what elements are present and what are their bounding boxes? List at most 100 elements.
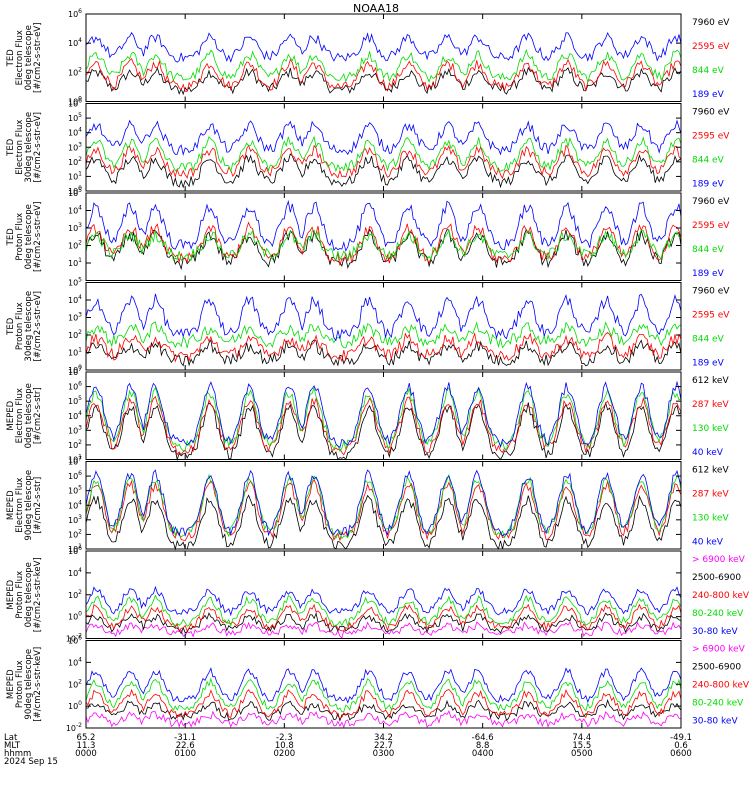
y-tick-label: 104 <box>68 499 82 510</box>
y-tick-label: 102 <box>68 589 82 600</box>
legend-entry: 130 keV <box>692 514 729 524</box>
x-tick-mlt: 22.7 <box>374 741 393 751</box>
series-line-80-240-kev <box>85 594 682 628</box>
x-tick-mlt: 15.5 <box>572 741 591 751</box>
x-tick-hhmm: 0100 <box>174 749 196 759</box>
y-axis-label: 0deg telescope <box>24 383 34 448</box>
x-tick-mlt: 11.3 <box>77 741 96 751</box>
series-line-287-kev <box>85 478 682 542</box>
y-tick-label: 100 <box>68 185 82 196</box>
legend-entry: 30-80 keV <box>692 627 738 637</box>
series-line-7960-ev <box>85 66 682 96</box>
y-tick-exponent: 6 <box>78 381 82 388</box>
series-line-287-kev <box>85 396 682 456</box>
x-tick-hhmm: 0500 <box>571 749 593 759</box>
series-line-2595-ev <box>85 58 682 92</box>
y-tick-exponent: 2 <box>78 329 82 336</box>
y-axis-label: [#/cm2-s-str-eV] <box>33 291 43 361</box>
legend-entry: > 6900 keV <box>692 645 746 655</box>
y-tick-exponent: 1 <box>78 454 82 461</box>
y-tick-exponent: 2 <box>78 156 82 163</box>
y-tick-label: 106 <box>68 470 82 481</box>
x-tick-lat: 74.4 <box>572 733 591 743</box>
y-tick-exponent: 2 <box>78 439 82 446</box>
y-tick-exponent: 4 <box>78 567 82 574</box>
y-tick-label: 105 <box>68 485 82 496</box>
y-tick-exponent: 4 <box>78 499 82 506</box>
y-tick-exponent: 2 <box>78 678 82 685</box>
y-axis-label: [#/cm2-s-str-eV] <box>33 202 43 272</box>
y-tick-label: 103 <box>68 514 82 525</box>
y-tick-exponent: 3 <box>78 514 82 521</box>
series-line-189-ev <box>85 199 682 252</box>
x-row-label: 2024 Sep 15 <box>4 757 58 767</box>
y-tick-label: 102 <box>68 240 82 251</box>
y-tick-exponent: 3 <box>78 141 82 148</box>
y-tick-label: 105 <box>68 112 82 123</box>
y-axis-label: Electron Flux <box>15 120 25 175</box>
y-axis-label: TED <box>6 49 16 68</box>
legend-entry: 80-240 keV <box>692 699 744 709</box>
series-line-844-ev <box>85 321 682 349</box>
legend-entry: 2595 eV <box>692 132 730 142</box>
x-tick-mlt: 0.6 <box>674 741 688 751</box>
legend-entry: 189 eV <box>692 180 725 190</box>
y-tick-exponent: 4 <box>78 127 82 134</box>
x-tick-hhmm: 0600 <box>670 749 692 759</box>
y-tick-label: 10-2 <box>66 722 82 733</box>
series-line-7960-ev <box>85 153 682 189</box>
series-line-130-kev <box>85 386 682 453</box>
series-line-7960-ev <box>85 339 682 367</box>
series-line-844-ev <box>85 135 682 173</box>
y-tick-label: 103 <box>68 424 82 435</box>
y-tick-label: 104 <box>68 127 82 138</box>
y-tick-label: 103 <box>68 312 82 323</box>
legend-entry: 2595 eV <box>692 42 730 52</box>
y-axis-label: Electron Flux <box>15 30 25 85</box>
x-tick-hhmm: 0000 <box>75 749 97 759</box>
y-axis-label: MEPED <box>6 579 16 609</box>
legend-entry: 7960 eV <box>692 197 730 207</box>
series-line-612-kev <box>85 401 682 462</box>
legend-entry: 189 eV <box>692 90 725 100</box>
y-axis-label: Proton Flux <box>15 660 25 708</box>
series-line-30-80-kev <box>85 667 682 704</box>
y-axis-label: [#/cm2-s-str-keV] <box>33 647 43 722</box>
legend-entry: 7960 eV <box>692 287 730 297</box>
y-tick-exponent: 5 <box>78 112 82 119</box>
x-tick-hhmm: 0200 <box>274 749 296 759</box>
y-tick-label: 103 <box>68 222 82 233</box>
x-tick-mlt: 10.8 <box>275 741 294 751</box>
y-axis-label: 30deg telescope <box>24 112 34 183</box>
y-axis-label: TED <box>6 228 16 247</box>
panel-1: 100 102 104 106 TED Electron Flux 0deg telesco… <box>6 8 730 107</box>
y-axis-label: TED <box>6 138 16 157</box>
y-tick-label: 103 <box>68 141 82 152</box>
y-axis-label: [#/cm2-s-str] <box>33 387 43 444</box>
y-tick-exponent: -2 <box>76 633 82 640</box>
x-row-label: MLT <box>4 741 21 751</box>
panel-6: 101 102 103 104 105 106 107 MEPED Electron Flux 9… <box>6 456 729 555</box>
y-tick-label: 104 <box>68 294 82 305</box>
y-axis-label: [#/cm2-s-str] <box>33 477 43 534</box>
y-axis-label: [#/cm2-s-str-eV] <box>33 112 43 182</box>
y-axis-label: 0deg telescope <box>24 204 34 269</box>
y-tick-exponent: 5 <box>78 187 82 194</box>
y-axis-label: Electron Flux <box>15 388 25 443</box>
y-tick-label: 104 <box>68 567 82 578</box>
y-tick-exponent: 5 <box>78 277 82 284</box>
legend-entry: 189 eV <box>692 359 725 369</box>
y-tick-exponent: 0 <box>78 611 82 618</box>
y-tick-exponent: 6 <box>78 635 82 642</box>
legend-entry: 287 keV <box>692 400 729 410</box>
y-axis-label: MEPED <box>6 400 16 430</box>
series-line-844-ev <box>85 229 682 262</box>
y-tick-exponent: 6 <box>78 98 82 105</box>
y-tick-exponent: 4 <box>78 205 82 212</box>
y-tick-label: 106 <box>68 545 82 556</box>
y-axis-label: [#/cm2-s-str-keV] <box>33 557 43 632</box>
series-line-240-800-kev <box>85 688 682 720</box>
y-axis-label: 30deg telescope <box>24 291 34 362</box>
y-axis-label: TED <box>6 317 16 336</box>
